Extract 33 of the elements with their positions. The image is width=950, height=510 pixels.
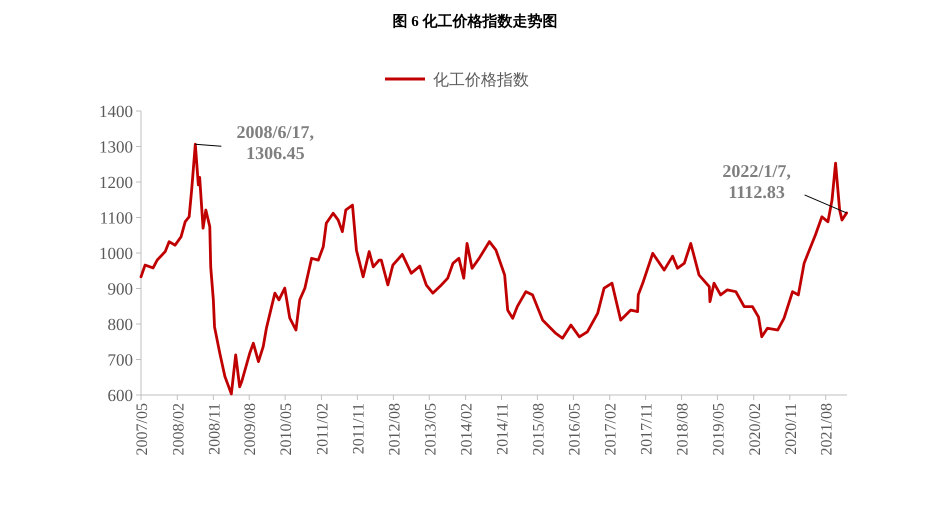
x-tick-label: 2020/02	[746, 403, 764, 456]
x-tick-label: 2016/05	[566, 403, 584, 456]
x-tick-label: 2020/11	[782, 403, 800, 455]
x-tick-label: 2021/08	[818, 403, 836, 456]
y-tick-label: 1200	[99, 173, 133, 192]
x-tick-label: 2009/08	[242, 403, 260, 456]
y-tick-label: 800	[108, 315, 133, 334]
y-tick-label: 1300	[99, 138, 133, 156]
x-tick-label: 2019/05	[710, 403, 728, 456]
x-tick-label: 2018/08	[674, 403, 692, 456]
x-tick-label: 2013/05	[422, 403, 440, 456]
x-tick-label: 2008/11	[206, 403, 224, 455]
annotation: 2022/1/7, 1112.83	[722, 160, 791, 202]
annotation: 2008/6/17, 1306.45	[236, 122, 314, 164]
x-tick-label: 2010/05	[278, 403, 296, 456]
x-tick-label: 2014/11	[494, 403, 512, 455]
legend-label: 化工价格指数	[433, 71, 529, 89]
y-tick-label: 600	[108, 386, 133, 405]
x-tick-label: 2015/08	[530, 403, 548, 456]
x-tick-label: 2012/08	[386, 403, 404, 456]
x-tick-label: 2017/11	[638, 403, 656, 455]
x-tick-label: 2017/02	[602, 403, 620, 456]
x-tick-label: 2008/02	[170, 403, 188, 456]
y-tick-label: 700	[108, 350, 133, 370]
y-tick-label: 1000	[99, 244, 133, 263]
y-tick-label: 1100	[100, 208, 133, 228]
x-tick-label: 2011/02	[314, 403, 332, 455]
x-tick-label: 2007/05	[134, 403, 151, 456]
y-tick-label: 900	[108, 280, 133, 298]
chart-title: 图 6 化工价格指数走势图	[392, 13, 558, 30]
x-tick-label: 2014/02	[458, 403, 476, 456]
x-tick-label: 2011/11	[350, 403, 368, 454]
y-tick-label: 1400	[99, 102, 133, 121]
